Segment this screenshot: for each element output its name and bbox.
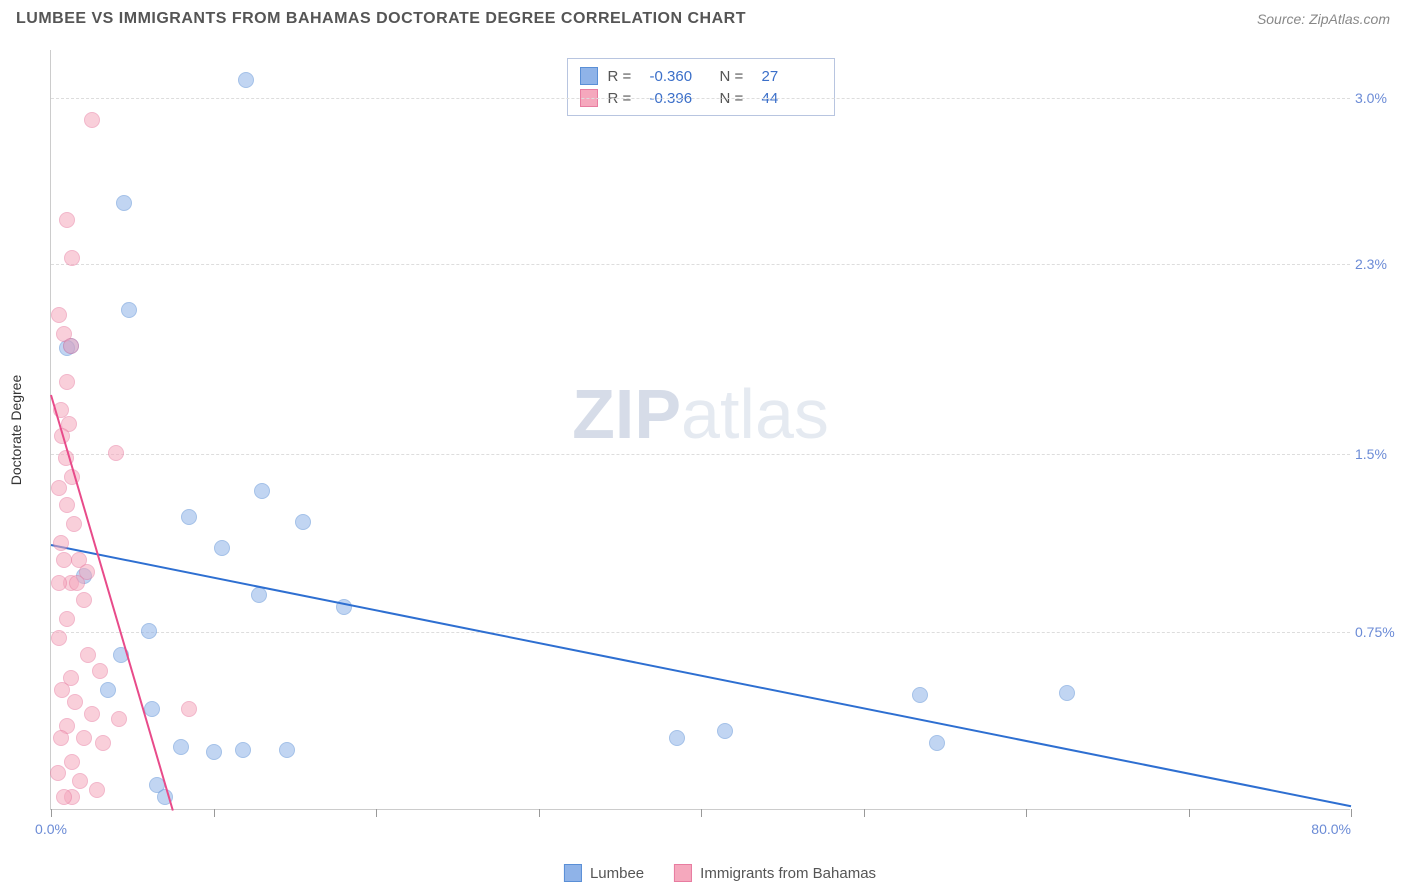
point-bahamas bbox=[63, 338, 79, 354]
point-bahamas bbox=[51, 575, 67, 591]
point-bahamas bbox=[56, 552, 72, 568]
point-bahamas bbox=[53, 535, 69, 551]
point-lumbee bbox=[279, 742, 295, 758]
legend-label-lumbee: Lumbee bbox=[590, 865, 644, 882]
point-bahamas bbox=[69, 575, 85, 591]
point-bahamas bbox=[51, 630, 67, 646]
point-lumbee bbox=[1059, 685, 1075, 701]
point-bahamas bbox=[56, 789, 72, 805]
point-lumbee bbox=[181, 509, 197, 525]
x-tick bbox=[864, 809, 865, 817]
x-tick bbox=[214, 809, 215, 817]
plot-area: Doctorate Degree ZIPatlas R = -0.360 N =… bbox=[50, 50, 1350, 810]
point-lumbee bbox=[238, 72, 254, 88]
point-bahamas bbox=[64, 250, 80, 266]
point-bahamas bbox=[67, 694, 83, 710]
point-bahamas bbox=[84, 112, 100, 128]
gridline bbox=[51, 454, 1350, 455]
x-tick bbox=[1189, 809, 1190, 817]
point-bahamas bbox=[95, 735, 111, 751]
point-lumbee bbox=[235, 742, 251, 758]
x-tick bbox=[51, 809, 52, 817]
legend-item-lumbee: Lumbee bbox=[564, 864, 644, 882]
point-lumbee bbox=[912, 687, 928, 703]
x-tick bbox=[376, 809, 377, 817]
n-value-lumbee: 27 bbox=[762, 68, 822, 85]
point-lumbee bbox=[173, 739, 189, 755]
source-citation: Source: ZipAtlas.com bbox=[1257, 11, 1390, 27]
point-bahamas bbox=[92, 663, 108, 679]
point-bahamas bbox=[59, 374, 75, 390]
correlation-legend: R = -0.360 N = 27 R = -0.396 N = 44 bbox=[567, 58, 835, 116]
watermark: ZIPatlas bbox=[572, 374, 829, 454]
legend-item-bahamas: Immigrants from Bahamas bbox=[674, 864, 876, 882]
x-tick-label: 80.0% bbox=[1311, 821, 1351, 837]
point-bahamas bbox=[54, 682, 70, 698]
point-bahamas bbox=[80, 647, 96, 663]
point-bahamas bbox=[64, 754, 80, 770]
point-bahamas bbox=[51, 307, 67, 323]
gridline bbox=[51, 264, 1350, 265]
r-label: R = bbox=[608, 68, 640, 85]
point-lumbee bbox=[121, 302, 137, 318]
x-tick bbox=[539, 809, 540, 817]
point-bahamas bbox=[59, 212, 75, 228]
point-lumbee bbox=[116, 195, 132, 211]
point-bahamas bbox=[76, 730, 92, 746]
point-bahamas bbox=[59, 611, 75, 627]
y-axis-label: Doctorate Degree bbox=[8, 374, 24, 485]
swatch-lumbee bbox=[580, 67, 598, 85]
point-lumbee bbox=[144, 701, 160, 717]
gridline bbox=[51, 632, 1350, 633]
y-tick-label: 2.3% bbox=[1355, 256, 1400, 272]
point-bahamas bbox=[51, 480, 67, 496]
point-bahamas bbox=[50, 765, 66, 781]
point-bahamas bbox=[76, 592, 92, 608]
r-value-lumbee: -0.360 bbox=[650, 68, 710, 85]
x-tick bbox=[1026, 809, 1027, 817]
x-tick-label: 0.0% bbox=[35, 821, 67, 837]
point-lumbee bbox=[717, 723, 733, 739]
legend-label-bahamas: Immigrants from Bahamas bbox=[700, 865, 876, 882]
n-label: N = bbox=[720, 68, 752, 85]
point-lumbee bbox=[254, 483, 270, 499]
point-lumbee bbox=[214, 540, 230, 556]
chart-container: Doctorate Degree ZIPatlas R = -0.360 N =… bbox=[50, 50, 1390, 850]
gridline bbox=[51, 98, 1350, 99]
trendline-lumbee bbox=[51, 544, 1351, 807]
point-lumbee bbox=[669, 730, 685, 746]
chart-title: LUMBEE VS IMMIGRANTS FROM BAHAMAS DOCTOR… bbox=[16, 10, 746, 28]
series-legend: Lumbee Immigrants from Bahamas bbox=[564, 864, 876, 882]
point-bahamas bbox=[66, 516, 82, 532]
y-tick-label: 0.75% bbox=[1355, 624, 1400, 640]
y-tick-label: 3.0% bbox=[1355, 90, 1400, 106]
swatch-bahamas-icon bbox=[674, 864, 692, 882]
point-bahamas bbox=[108, 445, 124, 461]
point-lumbee bbox=[206, 744, 222, 760]
point-lumbee bbox=[929, 735, 945, 751]
point-bahamas bbox=[89, 782, 105, 798]
swatch-lumbee-icon bbox=[564, 864, 582, 882]
legend-row-lumbee: R = -0.360 N = 27 bbox=[580, 65, 822, 87]
point-bahamas bbox=[111, 711, 127, 727]
point-lumbee bbox=[295, 514, 311, 530]
x-tick bbox=[701, 809, 702, 817]
x-tick bbox=[1351, 809, 1352, 817]
point-lumbee bbox=[141, 623, 157, 639]
point-bahamas bbox=[181, 701, 197, 717]
point-bahamas bbox=[72, 773, 88, 789]
point-bahamas bbox=[84, 706, 100, 722]
point-bahamas bbox=[59, 497, 75, 513]
point-lumbee bbox=[251, 587, 267, 603]
point-lumbee bbox=[100, 682, 116, 698]
point-bahamas bbox=[53, 730, 69, 746]
y-tick-label: 1.5% bbox=[1355, 446, 1400, 462]
